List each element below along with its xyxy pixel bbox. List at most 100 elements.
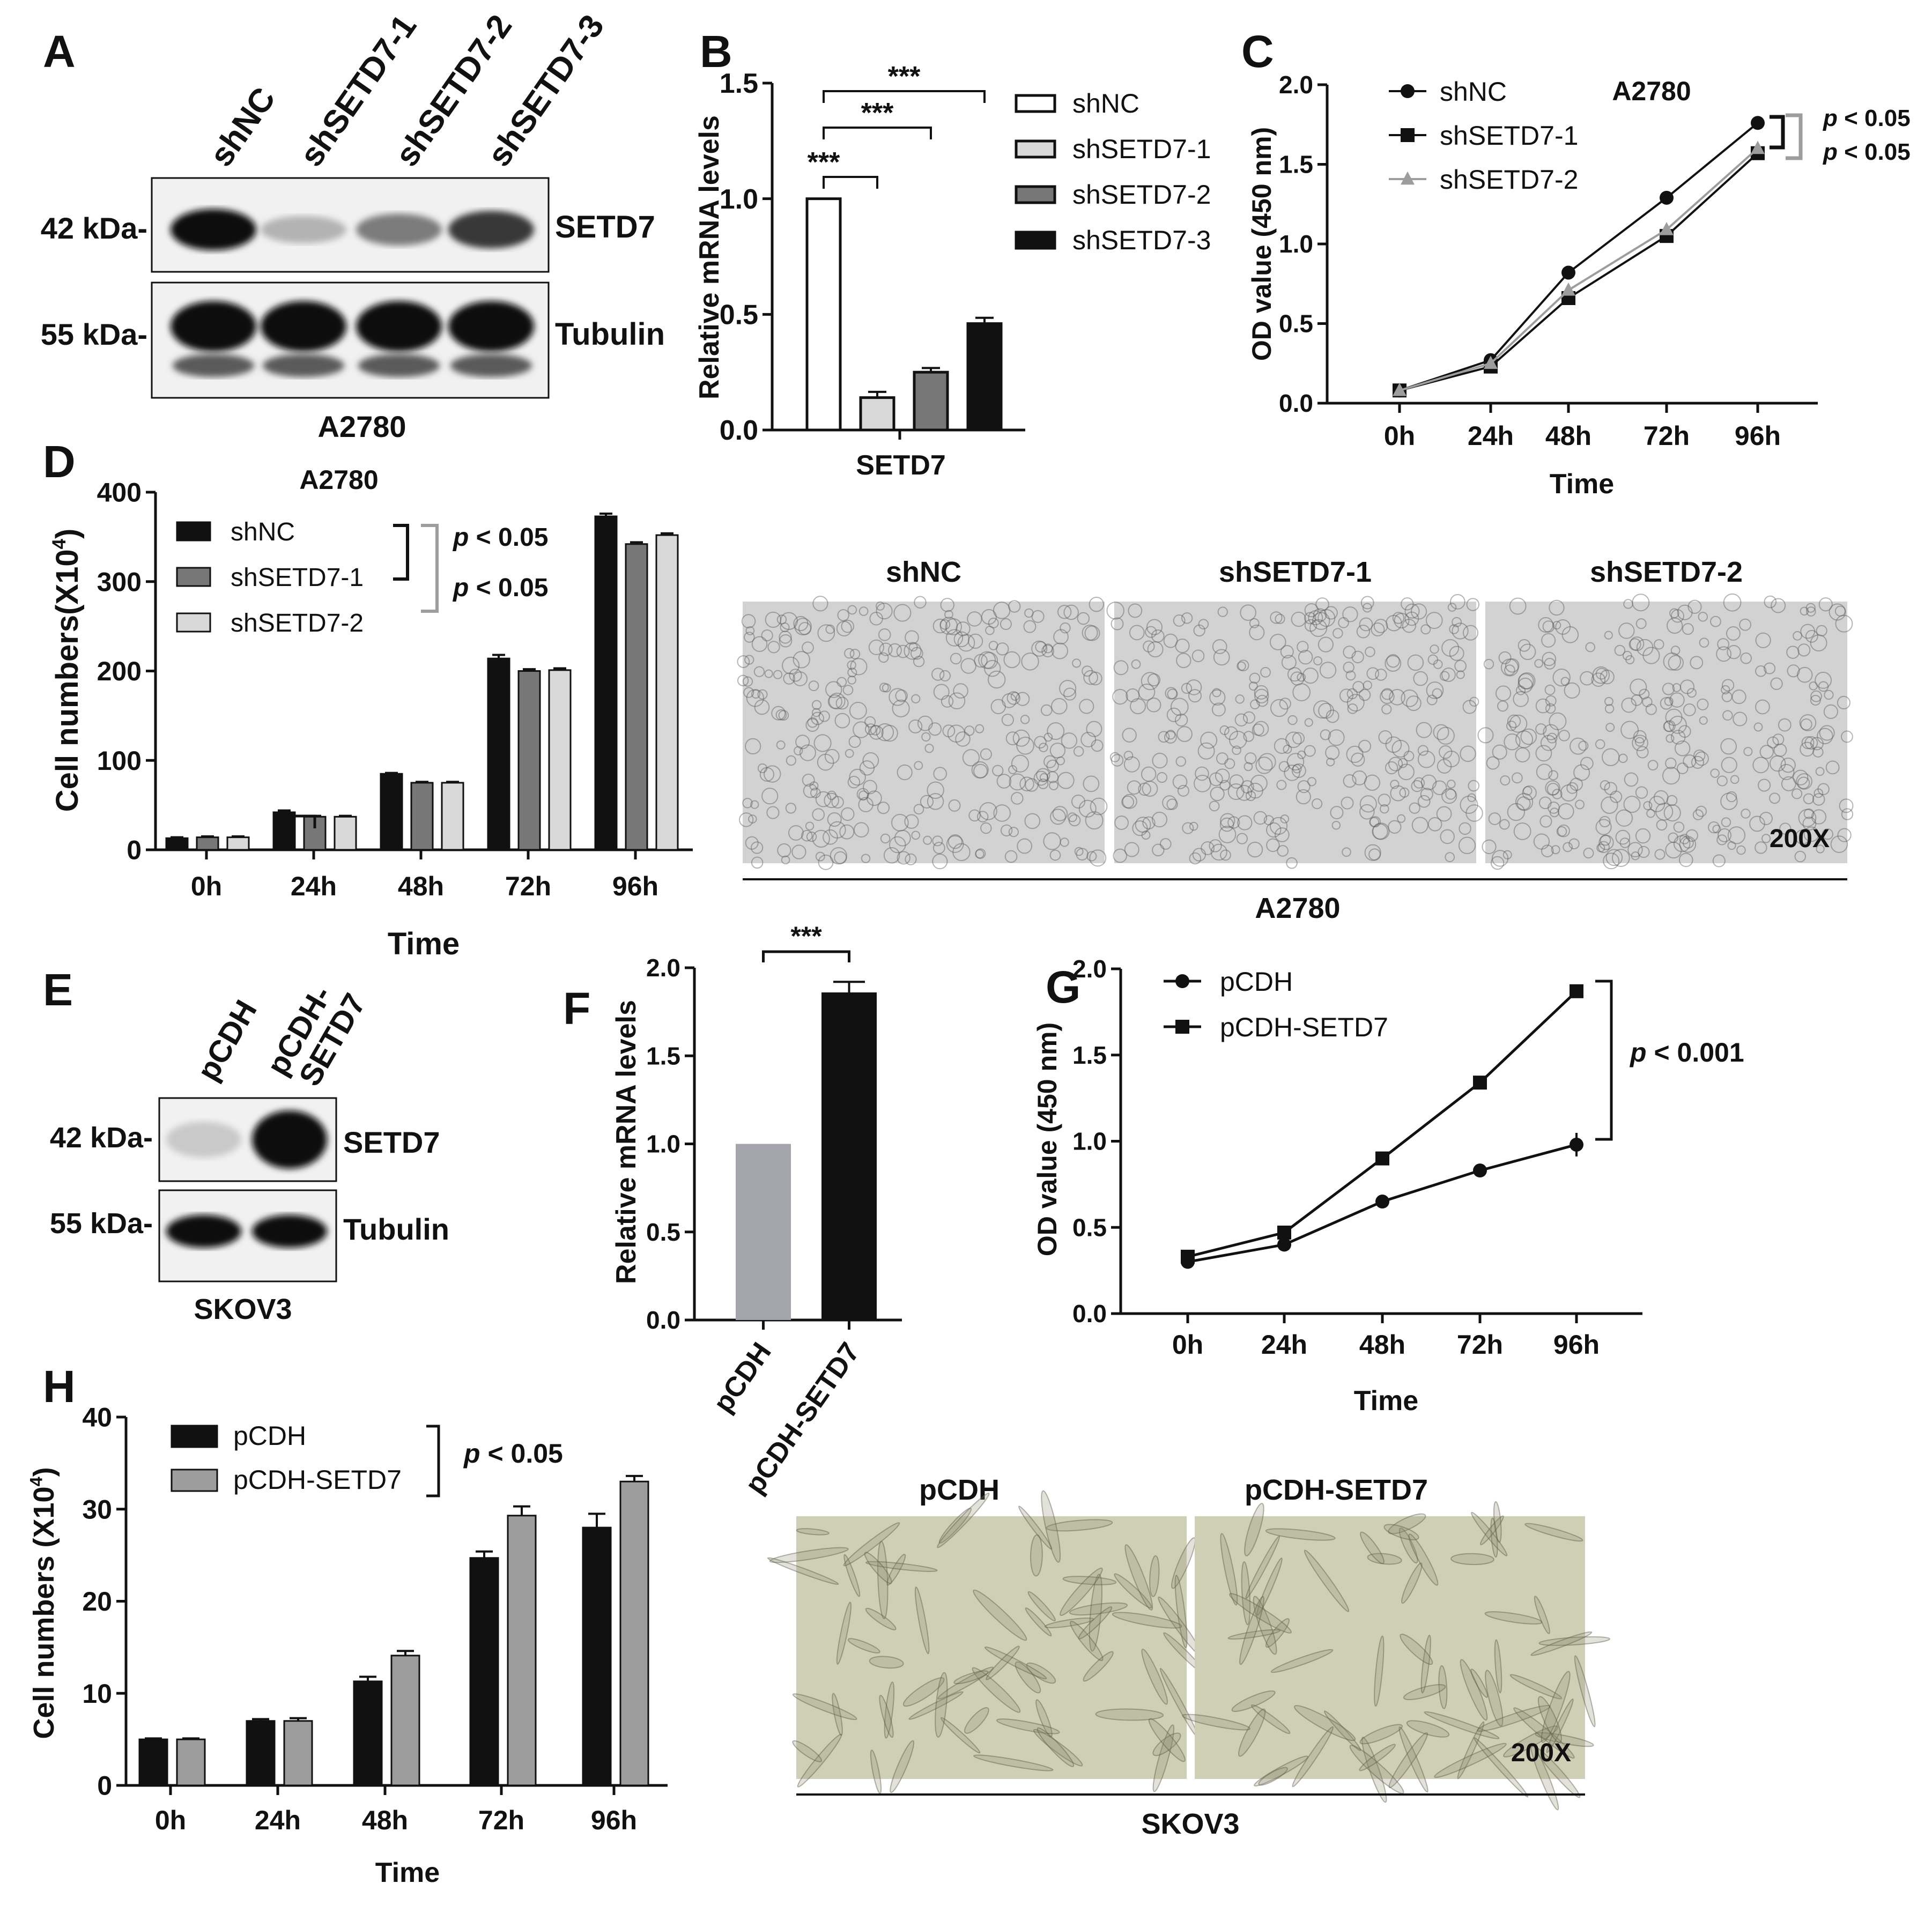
cell-shape (1773, 743, 1787, 757)
cell-shape (1038, 778, 1049, 789)
cell-shape (1803, 826, 1819, 842)
panel-letter: E (43, 965, 73, 1015)
cell-shape (905, 630, 919, 645)
cell-shape (1240, 604, 1256, 621)
cell-shape (1313, 656, 1323, 665)
cell-shape (1668, 655, 1684, 671)
cell-shape (1016, 736, 1034, 755)
y-tick-label: 400 (97, 478, 142, 508)
cell-shape (1604, 631, 1613, 640)
cell-shape (1816, 625, 1827, 636)
cell-shape (914, 596, 927, 609)
cell-shape (751, 856, 764, 869)
cell-shape (1167, 688, 1178, 700)
mw-marker-label: 42 kDa- (50, 1122, 153, 1154)
cell-shape (1005, 731, 1020, 746)
cell-shape (1469, 696, 1479, 707)
cell-shape (1682, 623, 1694, 635)
cell-shape (1123, 756, 1140, 773)
cell-shape (1237, 661, 1246, 671)
cell-shape (1486, 756, 1500, 770)
cell-shape (1380, 689, 1395, 705)
cell-shape (1793, 631, 1802, 641)
y-tick-label: 0.5 (720, 300, 758, 331)
cell-shape (1152, 1732, 1181, 1756)
cell-shape (937, 1666, 994, 1700)
cell-shape (1112, 1612, 1182, 1629)
cell-shape (809, 781, 819, 791)
cell-shape (1034, 736, 1047, 749)
cell-shape (1447, 603, 1457, 612)
cell-shape (1503, 1725, 1559, 1758)
cell-shape (1710, 616, 1721, 627)
cell-shape (1343, 646, 1356, 659)
legend-swatch (1015, 231, 1056, 250)
cell-shape (1509, 1674, 1563, 1700)
cell-shape (1678, 852, 1693, 867)
cell-shape (1390, 785, 1407, 802)
p-value: p < 0.05 (1823, 139, 1911, 165)
cell-shape (1548, 770, 1559, 781)
x-tick-label: 48h (1359, 1330, 1405, 1360)
cell-shape (1535, 698, 1551, 714)
cell-shape (1800, 606, 1809, 616)
cell-shape (1712, 854, 1726, 867)
cell-shape (1392, 612, 1405, 624)
cell-shape (797, 1733, 842, 1788)
cell-shape (1542, 620, 1555, 633)
cell-shape (1359, 1744, 1396, 1771)
p-bracket (421, 524, 439, 613)
cell-shape (1615, 809, 1633, 827)
data-point (1393, 382, 1407, 396)
cell-shape (1786, 646, 1800, 659)
cell-shape (1466, 598, 1479, 611)
cell-shape (1039, 743, 1048, 752)
cell-shape (842, 685, 854, 695)
cell-shape (1089, 596, 1105, 612)
bar (625, 543, 648, 851)
cell-shape (1727, 826, 1746, 844)
cell-shape (1326, 709, 1339, 723)
cell-shape (1799, 714, 1817, 731)
legend-swatch (176, 521, 211, 542)
y-tick-label: 1.0 (1072, 1128, 1107, 1155)
cell-shape (1030, 1534, 1043, 1577)
cell-shape (1242, 711, 1255, 724)
cell-shape (751, 689, 761, 699)
cell-shape (1592, 666, 1610, 684)
data-point (1181, 1249, 1195, 1264)
cell-shape (1182, 822, 1194, 834)
cell-shape (1023, 620, 1037, 633)
cell-shape (1522, 785, 1537, 800)
cell-shape (1229, 774, 1244, 789)
cell-shape (869, 1656, 904, 1669)
cell-shape (1538, 617, 1554, 633)
cell-shape (910, 647, 923, 660)
cell-shape (1454, 659, 1467, 672)
cell-shape (940, 1717, 981, 1754)
bar (441, 782, 464, 851)
cell-shape (1053, 629, 1069, 645)
cell-shape (1813, 788, 1824, 798)
cell-shape (1192, 848, 1206, 862)
bar (283, 1720, 313, 1786)
cell-shape (1654, 849, 1665, 860)
cell-shape (889, 836, 906, 854)
cell-shape (1575, 799, 1585, 810)
cell-shape (1386, 654, 1400, 668)
cell-shape (944, 610, 953, 619)
cell-shape (1485, 1670, 1504, 1727)
cell-shape (1471, 1511, 1508, 1556)
cell-shape (1570, 777, 1583, 791)
cell-shape (1484, 1611, 1543, 1625)
cell-shape (861, 854, 871, 863)
legend-label: shSETD7-2 (1072, 180, 1211, 210)
legend-swatch (171, 1469, 218, 1492)
cell-shape (798, 622, 812, 635)
cell-shape (1631, 694, 1643, 706)
cell-shape (1426, 694, 1438, 706)
cell-shape (1669, 608, 1679, 619)
cell-shape (1280, 644, 1294, 659)
cell-shape (1313, 700, 1331, 719)
cell-shape (1615, 829, 1631, 845)
